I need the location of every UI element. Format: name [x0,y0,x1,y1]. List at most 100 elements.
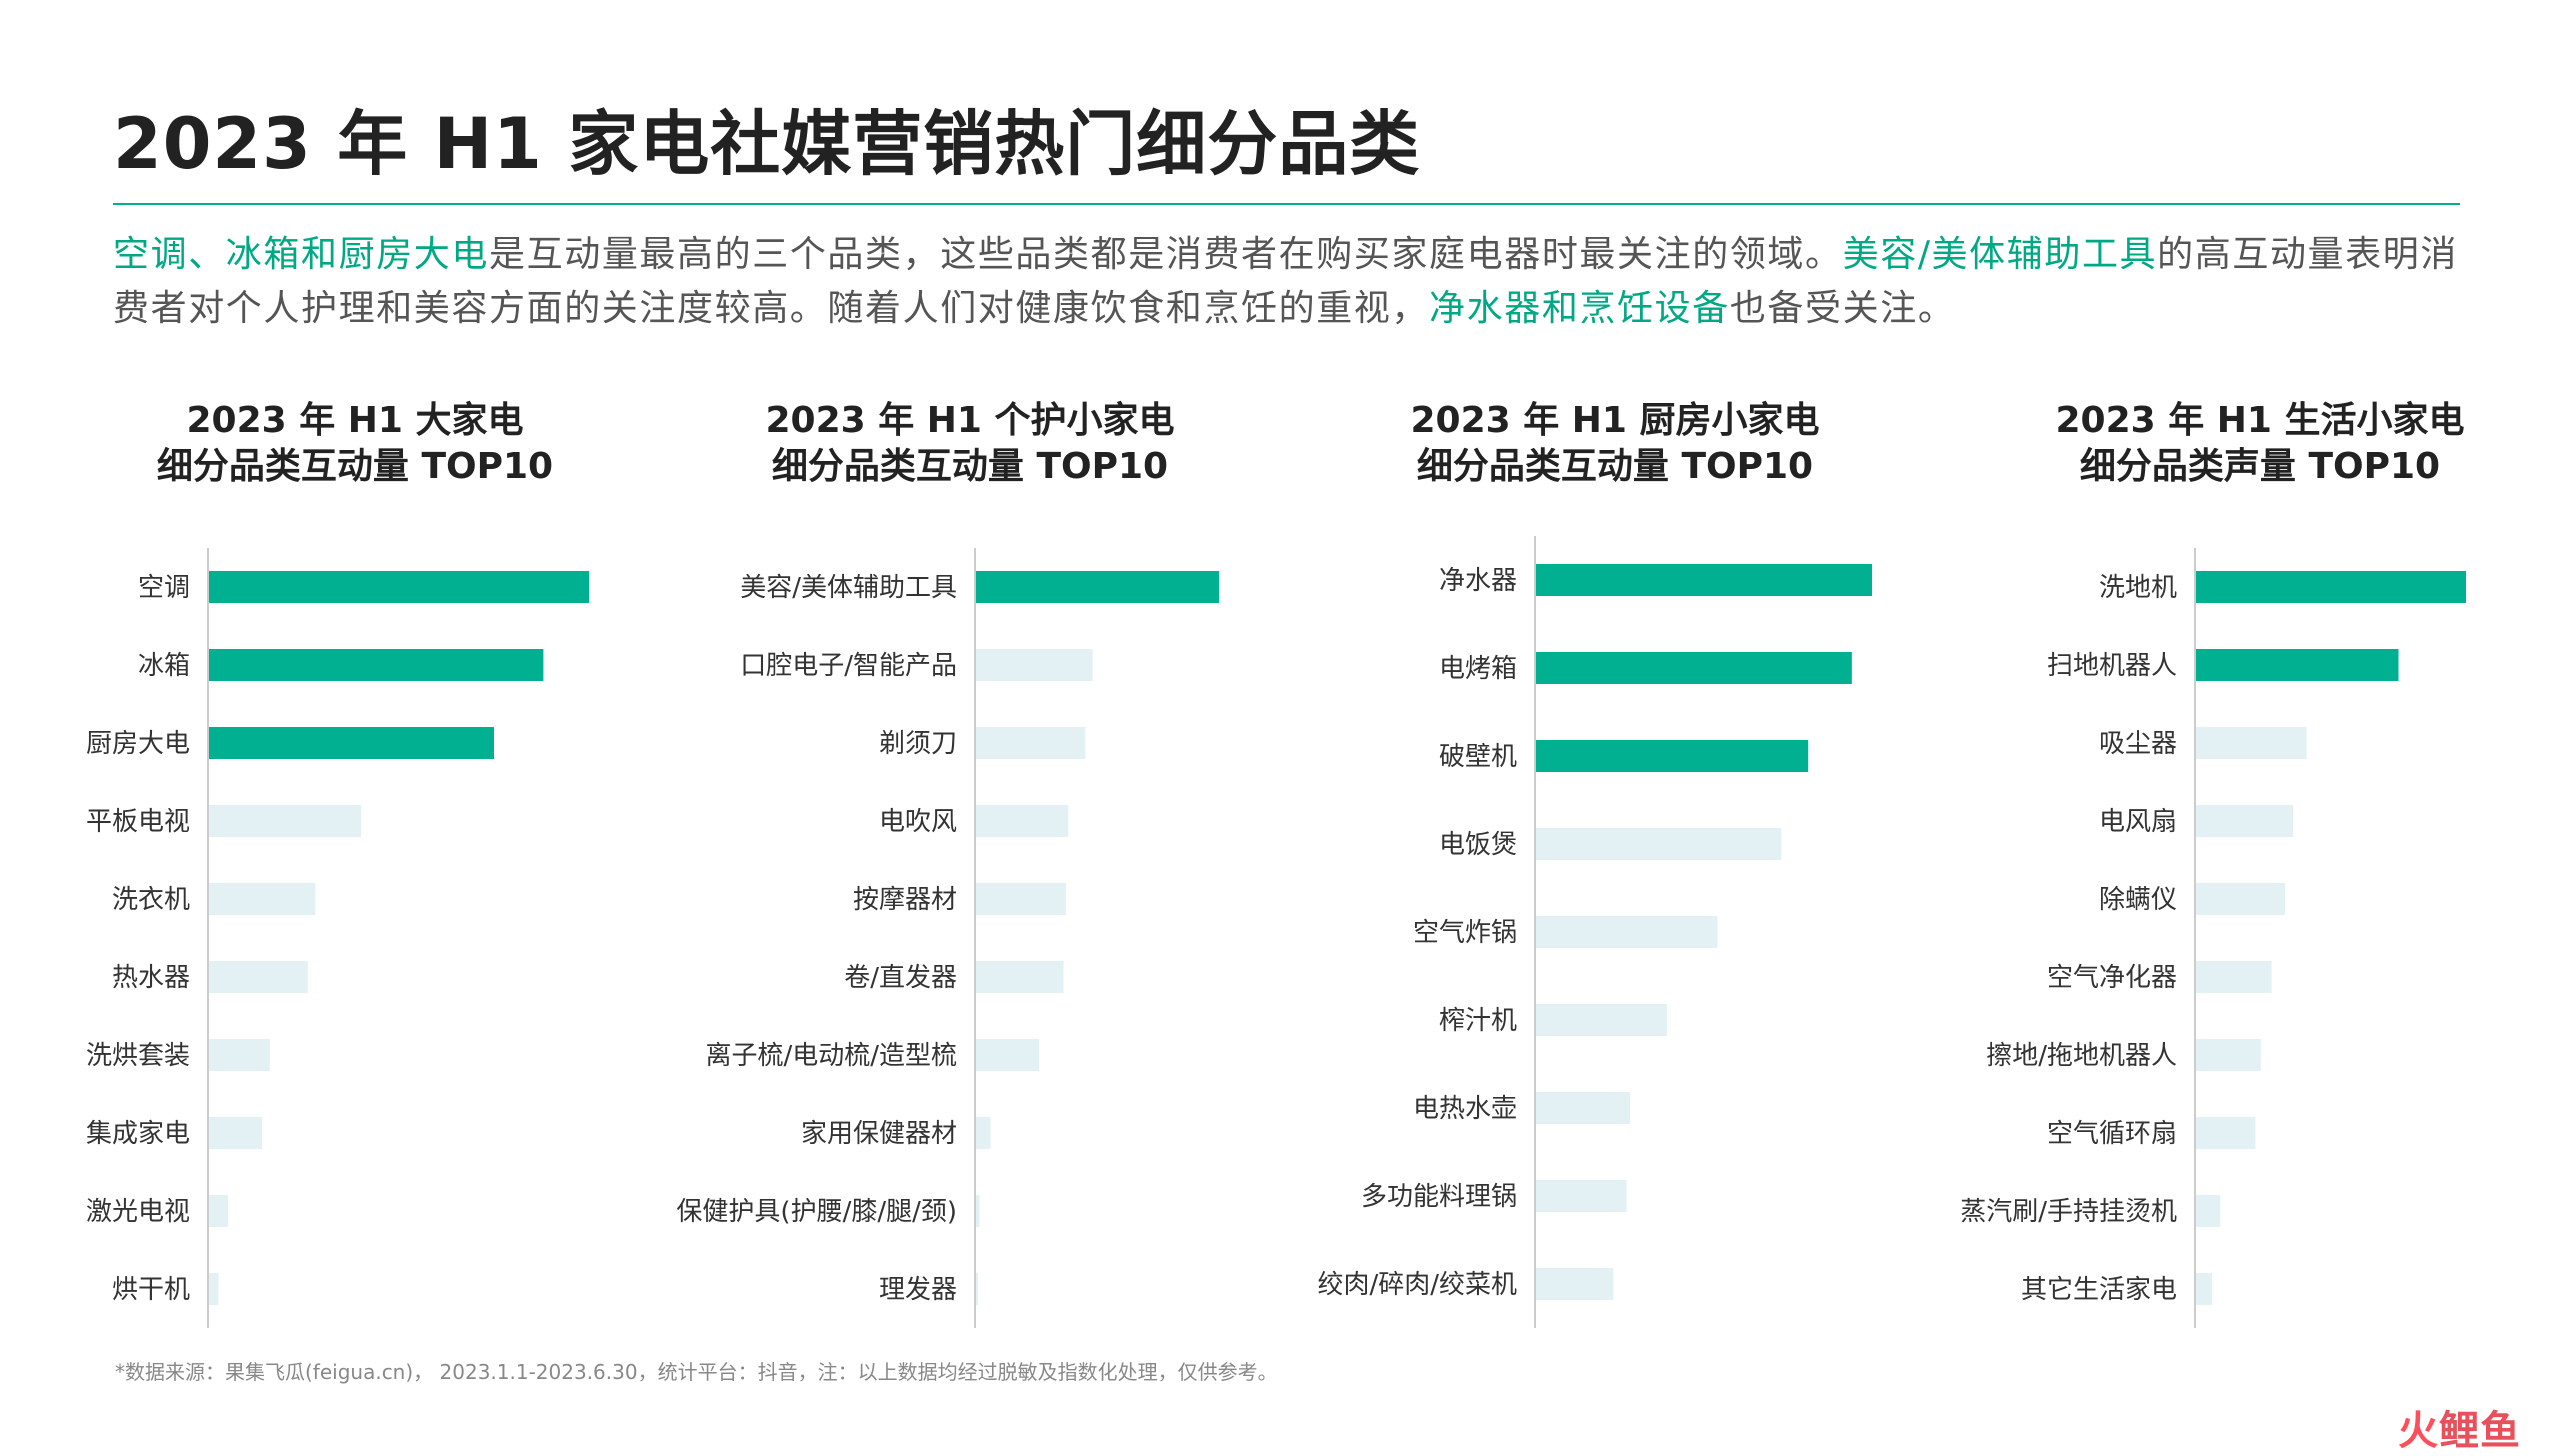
logo-part-1: 火 [2398,1408,2439,1454]
chart-2-bar [976,571,1219,603]
chart-4-category-label: 除螨仪 [2099,885,2177,915]
chart-4-category-label: 其它生活家电 [2021,1275,2177,1305]
chart-4-category-label: 扫地机器人 [2047,651,2177,681]
chart-3-category-label: 净水器 [1439,566,1517,596]
chart-4-bar [2196,649,2399,681]
chart-1-category-label: 洗烘套装 [86,1041,190,1071]
chart-2-bar [976,883,1066,915]
chart-1-bar [209,1195,228,1227]
chart-4-bar [2196,1039,2261,1071]
chart-3-category-label: 空气炸锅 [1413,918,1517,948]
chart-title-3-line-2: 细分品类互动量 TOP10 [1416,446,1814,487]
chart-4-bar [2196,727,2307,759]
chart-2-bar [976,1039,1040,1071]
chart-3-category-label: 多功能料理锅 [1361,1182,1517,1212]
chart-4-bar [2196,1195,2221,1227]
chart-1-bar [209,571,589,603]
chart-3-category-label: 绞肉/碎肉/绞菜机 [1317,1270,1517,1300]
chart-1-bar [209,1117,263,1149]
chart-title-2: 2023 年 H1 个护小家电 细分品类互动量 TOP10 [740,398,1200,490]
chart-2-bar [976,1117,991,1149]
chart-4-category-label: 蒸汽刷/手持挂烫机 [1960,1197,2177,1227]
intro-segment: 的高互动量表明消费者对个人护理和美容方面的关注度较高。随着人们对健康饮食和烹饪的… [113,234,2458,329]
chart-3-bar [1536,740,1809,772]
page-title: 2023 年 H1 家电社媒营销热门细分品类 [113,103,1421,185]
chart-1-category-label: 厨房大电 [86,729,190,759]
chart-4-category-label: 吸尘器 [2099,729,2177,759]
chart-title-1-line-1: 2023 年 H1 大家电 [186,400,524,441]
chart-3-bar [1536,1092,1631,1124]
chart-2-category-label: 理发器 [879,1275,957,1305]
logo: 火鲤鱼 [2398,1398,2521,1456]
chart-4-bar [2196,1273,2213,1305]
chart-1-category-label: 冰箱 [138,651,190,681]
chart-2-category-label: 美容/美体辅助工具 [740,573,957,603]
chart-2-category-label: 电吹风 [879,807,957,837]
chart-title-4-line-2: 细分品类声量 TOP10 [2079,446,2441,487]
chart-3-bar [1536,652,1852,684]
chart-1-bar [209,1273,219,1305]
chart-title-3: 2023 年 H1 厨房小家电 细分品类互动量 TOP10 [1385,398,1845,490]
chart-4-bar [2196,571,2466,603]
chart-4-bar [2196,883,2286,915]
chart-1-category-label: 空调 [138,573,190,603]
chart-title-3-line-1: 2023 年 H1 厨房小家电 [1410,400,1820,441]
chart-3-bar [1536,564,1872,596]
chart-4-category-label: 洗地机 [2099,573,2177,603]
chart-3-category-label: 电烤箱 [1439,654,1517,684]
chart-3-bar [1536,1268,1614,1300]
chart-2-bar [976,1195,980,1227]
chart-1-bar [209,883,316,915]
chart-3-bar [1536,916,1718,948]
chart-2-category-label: 按摩器材 [853,885,957,915]
source-footnote: *数据来源：果集飞瓜(feigua.cn)， 2023.1.1-2023.6.3… [115,1360,1278,1384]
chart-3-bar [1536,828,1782,860]
chart-1-category-label: 激光电视 [86,1197,190,1227]
chart-title-1-line-2: 细分品类互动量 TOP10 [156,446,554,487]
chart-2-category-label: 离子梳/电动梳/造型梳 [705,1041,957,1071]
chart-3-category-label: 电饭煲 [1439,830,1517,860]
chart-2: 美容/美体辅助工具口腔电子/智能产品剃须刀电吹风按摩器材卷/直发器离子梳/电动梳… [676,548,1219,1328]
chart-3-category-label: 榨汁机 [1439,1006,1517,1036]
intro-segment: 空调、冰箱和厨房大电 [113,234,490,275]
intro-segment: 也备受关注。 [1729,288,1956,329]
chart-3-category-label: 破壁机 [1439,742,1517,772]
intro-segment: 净水器和烹饪设备 [1429,288,1730,329]
chart-title-2-line-1: 2023 年 H1 个护小家电 [765,400,1175,441]
chart-1-bar [209,649,544,681]
chart-4-category-label: 空气净化器 [2047,963,2177,993]
chart-1-bar [209,1039,270,1071]
chart-2-bar [976,1273,978,1305]
chart-title-4: 2023 年 H1 生活小家电 细分品类声量 TOP10 [2030,398,2490,490]
chart-1-bar [209,961,308,993]
chart-1-bar [209,727,494,759]
chart-4-bar [2196,805,2294,837]
title-divider [113,203,2460,205]
chart-4: 洗地机扫地机器人吸尘器电风扇除螨仪空气净化器擦地/拖地机器人空气循环扇蒸汽刷/手… [1960,548,2466,1328]
chart-1-bar [209,805,361,837]
chart-2-category-label: 口腔电子/智能产品 [740,651,957,681]
chart-4-category-label: 空气循环扇 [2047,1119,2177,1149]
chart-3-bar [1536,1004,1668,1036]
chart-title-4-line-1: 2023 年 H1 生活小家电 [2055,400,2465,441]
chart-4-category-label: 擦地/拖地机器人 [1986,1041,2177,1071]
chart-2-bar [976,727,1086,759]
chart-2-category-label: 剃须刀 [879,729,957,759]
chart-2-category-label: 保健护具(护腰/膝/腿/颈) [676,1197,957,1227]
intro-paragraph: 空调、冰箱和厨房大电是互动量最高的三个品类，这些品类都是消费者在购买家庭电器时最… [113,228,2473,336]
chart-1-category-label: 热水器 [112,963,190,993]
chart-4-category-label: 电风扇 [2099,807,2177,837]
chart-4-bar [2196,961,2272,993]
chart-1-category-label: 洗衣机 [112,885,190,915]
intro-segment: 是互动量最高的三个品类，这些品类都是消费者在购买家庭电器时最关注的领域。 [489,234,1843,275]
chart-1-category-label: 烘干机 [112,1275,190,1305]
chart-2-category-label: 家用保健器材 [801,1119,957,1149]
chart-4-bar [2196,1117,2256,1149]
chart-1-category-label: 集成家电 [86,1119,190,1149]
logo-part-2: 鲤鱼 [2439,1408,2521,1454]
chart-3-bar [1536,1180,1627,1212]
chart-2-bar [976,961,1064,993]
